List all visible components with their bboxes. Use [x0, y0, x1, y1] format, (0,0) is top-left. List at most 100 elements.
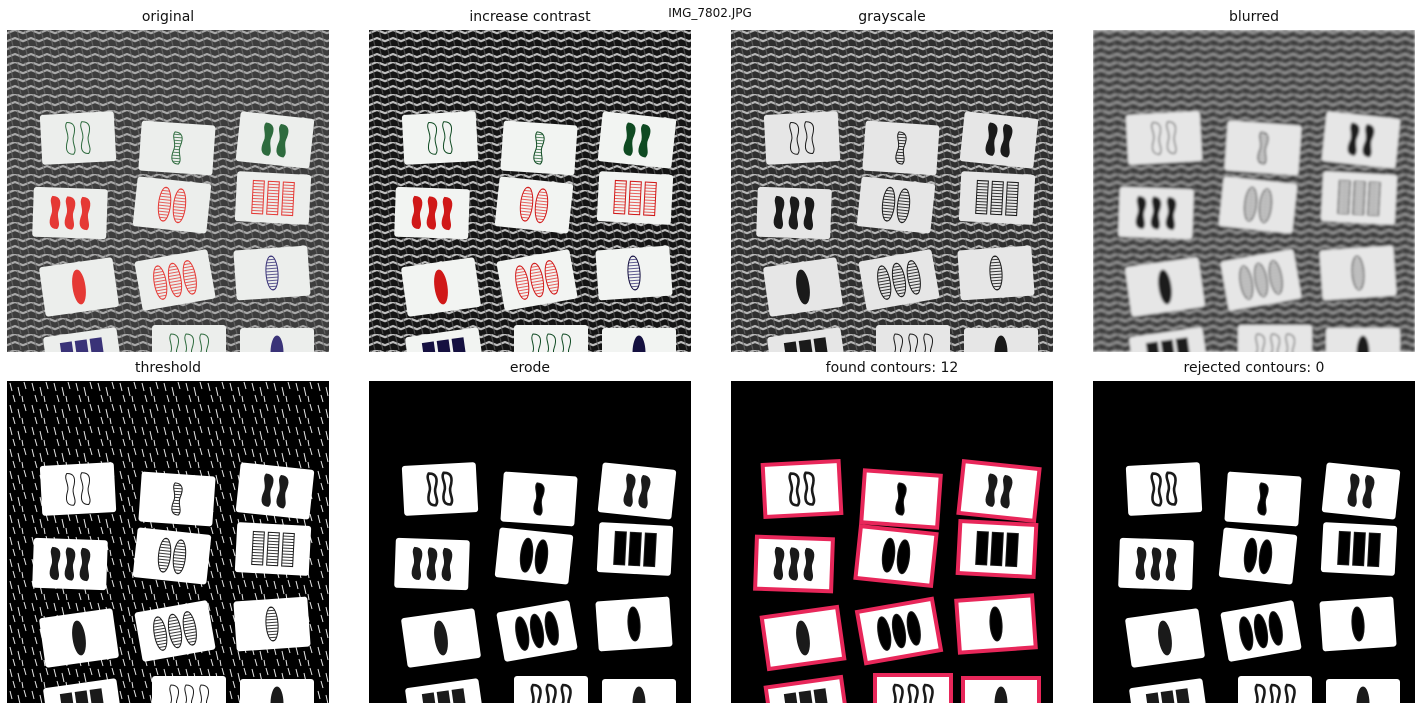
card-symbol	[534, 188, 549, 224]
card	[1320, 522, 1398, 576]
card-symbol	[803, 196, 815, 231]
contrast-image	[369, 30, 691, 352]
card	[1129, 678, 1209, 703]
card-symbol	[65, 122, 76, 155]
card	[767, 327, 847, 352]
card-symbol	[1351, 255, 1365, 291]
card	[1224, 471, 1302, 527]
card	[500, 471, 578, 527]
card-symbol	[281, 181, 295, 217]
card	[233, 596, 311, 652]
card-symbol	[1258, 539, 1273, 575]
card-symbol	[1005, 532, 1019, 568]
card-symbol	[796, 269, 810, 305]
card	[496, 600, 578, 662]
card-symbol	[923, 333, 933, 352]
card-symbol	[907, 683, 919, 703]
card-symbol	[184, 684, 194, 703]
card-symbol	[906, 611, 921, 646]
card	[240, 328, 314, 352]
card-symbol	[1351, 606, 1365, 642]
card-symbol	[788, 472, 801, 507]
card-symbol	[530, 683, 542, 703]
card-symbol	[798, 690, 816, 703]
card-symbol	[1347, 122, 1360, 156]
threshold-image	[7, 381, 329, 703]
card-symbol	[171, 131, 183, 165]
card	[134, 600, 216, 662]
panel-image	[7, 30, 329, 352]
card-symbol	[1243, 186, 1258, 222]
contour-outline	[955, 518, 1039, 580]
card-symbol	[989, 255, 1003, 291]
rejected-image	[1093, 381, 1415, 703]
card-symbol	[990, 531, 1004, 567]
contour-outline	[763, 674, 851, 703]
card-symbol	[1367, 532, 1381, 568]
card	[235, 462, 315, 520]
card	[234, 171, 312, 225]
card-symbol	[1150, 472, 1163, 507]
card	[1238, 676, 1312, 703]
card	[39, 462, 117, 516]
card-symbol	[153, 265, 168, 300]
card	[1326, 328, 1400, 352]
contour-outline	[859, 468, 943, 530]
card-symbol	[613, 179, 627, 215]
card-symbol	[1151, 122, 1162, 155]
card-symbol	[803, 547, 815, 582]
card	[1224, 120, 1302, 176]
card-symbol	[266, 180, 280, 216]
card-symbol	[773, 546, 785, 581]
card-symbol	[441, 547, 453, 582]
card-symbol	[1135, 546, 1147, 581]
card	[1320, 171, 1398, 225]
card	[760, 458, 844, 520]
card-symbol	[1269, 683, 1281, 703]
card-symbol	[182, 611, 197, 646]
card-symbol	[79, 196, 91, 231]
card	[394, 186, 470, 240]
card	[152, 676, 226, 703]
card-symbol	[167, 262, 183, 298]
card-symbol	[1239, 265, 1254, 300]
card-symbol	[1243, 537, 1258, 573]
card-symbol	[623, 473, 636, 507]
card	[955, 518, 1039, 580]
card	[595, 245, 673, 301]
card-symbol	[893, 333, 903, 352]
card	[596, 171, 674, 225]
card	[234, 522, 312, 576]
card	[514, 676, 588, 703]
card-symbol	[441, 471, 454, 506]
panel-image	[731, 381, 1053, 703]
contour-outline	[961, 676, 1041, 703]
card	[500, 120, 578, 176]
card	[43, 327, 123, 352]
card-symbol	[74, 690, 92, 703]
card-symbol	[157, 537, 172, 573]
card	[1118, 537, 1194, 591]
card-symbol	[1165, 547, 1177, 582]
card-symbol	[72, 269, 86, 305]
card-symbol	[426, 472, 439, 507]
card-symbol	[281, 532, 295, 568]
card-symbol	[434, 269, 448, 305]
card-symbol	[1257, 482, 1269, 516]
card-symbol	[199, 333, 209, 352]
card	[152, 325, 226, 352]
card	[39, 608, 119, 668]
card-symbol	[1253, 613, 1269, 649]
card	[1220, 249, 1302, 311]
card-symbol	[1000, 124, 1013, 158]
card-symbol	[65, 473, 76, 506]
card-symbol	[533, 482, 545, 516]
card-symbol	[877, 265, 892, 300]
card-symbol	[896, 188, 911, 224]
card	[763, 111, 841, 165]
card	[514, 325, 588, 352]
card-symbol	[623, 122, 636, 156]
card	[494, 527, 574, 585]
card-symbol	[426, 547, 438, 581]
card-symbol	[1175, 688, 1193, 703]
